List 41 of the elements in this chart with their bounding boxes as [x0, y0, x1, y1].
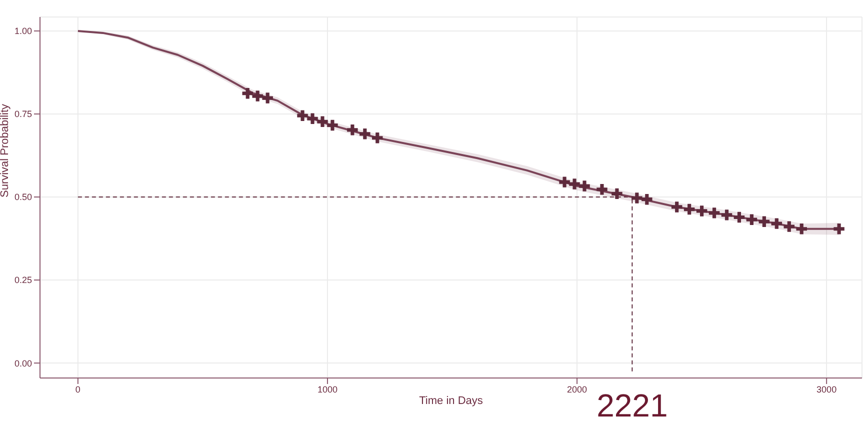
point [771, 218, 782, 229]
x-tick-label: 2000 [567, 384, 588, 394]
x-axis-title: Time in Days [419, 394, 484, 407]
point [721, 210, 732, 220]
point [734, 212, 745, 223]
point [569, 178, 580, 190]
y-tick-label: 0.25 [14, 275, 32, 286]
point [596, 184, 608, 195]
y-tick-label: 1.00 [14, 26, 32, 36]
x-tick-label: 1000 [317, 384, 338, 394]
point [696, 206, 708, 216]
point [746, 214, 758, 225]
point [372, 132, 383, 144]
x-tick-label: 3000 [816, 384, 837, 394]
point [642, 194, 652, 205]
y-axis-title: Survival Probability [0, 103, 11, 198]
point [579, 180, 590, 192]
text: 2221 [596, 388, 668, 423]
point [784, 221, 794, 232]
point [671, 202, 682, 212]
point [262, 92, 273, 104]
x-tick-label: 0 [75, 384, 80, 394]
y-tick-label: 0.75 [14, 109, 32, 120]
point [684, 204, 695, 215]
point [758, 216, 770, 227]
y-tick-label: 0.50 [14, 192, 32, 202]
point [307, 113, 318, 124]
point [317, 116, 328, 127]
point [327, 120, 338, 131]
point [297, 110, 308, 122]
point [559, 176, 570, 188]
point [242, 88, 253, 99]
point [708, 208, 720, 218]
point [834, 224, 844, 234]
point [632, 192, 642, 204]
point [252, 90, 263, 102]
point [796, 224, 807, 234]
point [360, 128, 370, 140]
point [612, 188, 622, 200]
point [347, 124, 358, 136]
y-tick-label: 0.00 [14, 358, 32, 368]
